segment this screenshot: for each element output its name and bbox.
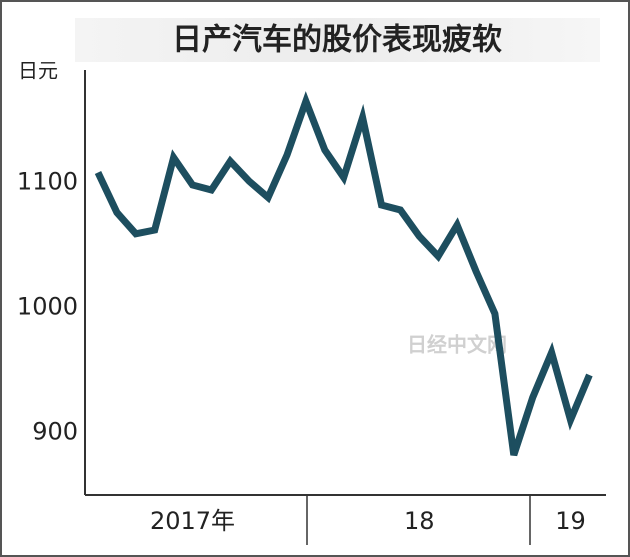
x-tick-label: 2017年 (150, 507, 235, 535)
y-tick-label: 900 (32, 418, 78, 446)
y-axis-label: 日元 (18, 59, 58, 83)
y-tick-label: 1100 (17, 168, 78, 196)
chart-title: 日产汽车的股价表现疲软 (172, 23, 502, 58)
y-tick-label: 1000 (17, 293, 78, 321)
price-line (94, 91, 593, 457)
x-tick-label: 19 (555, 507, 586, 535)
watermark: 日经中文网 (407, 333, 507, 357)
title-band (75, 18, 600, 62)
x-tick-label: 18 (404, 507, 435, 535)
